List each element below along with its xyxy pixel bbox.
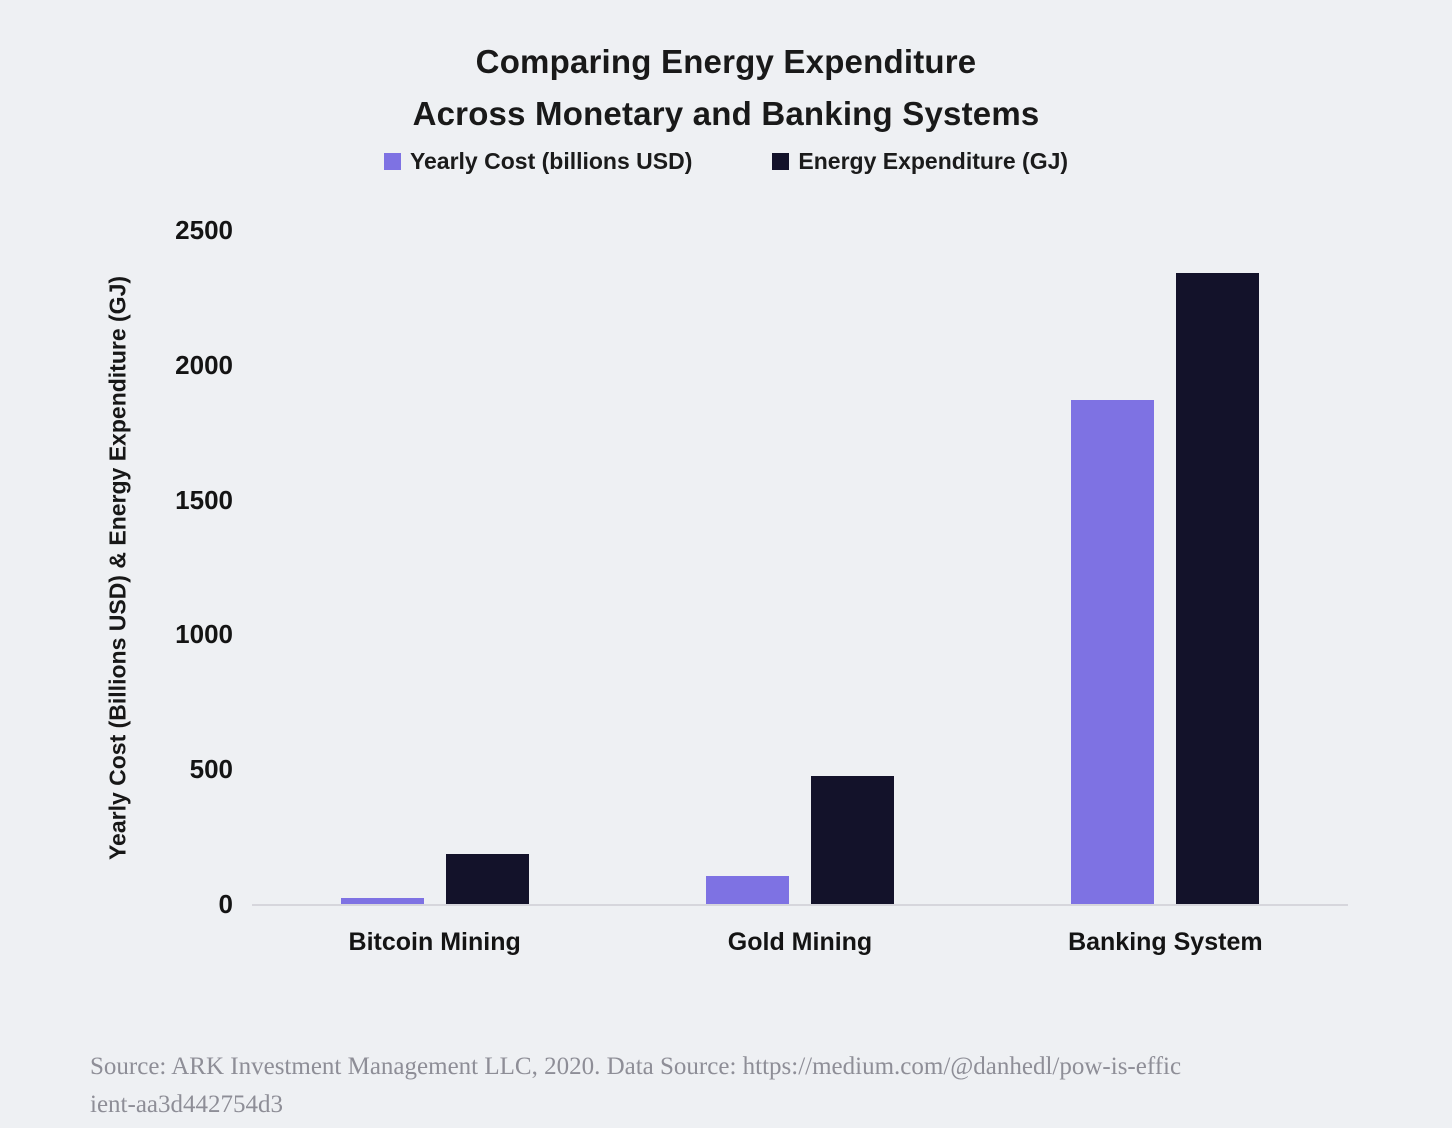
bar-bitcoin-mining-energy-expenditure (445, 854, 529, 904)
y-tick-label-500: 500 (189, 754, 233, 785)
legend-swatch-energy-expenditure-icon (772, 153, 790, 170)
bar-gold-mining-energy-expenditure (811, 775, 894, 904)
plot-area (252, 230, 1348, 906)
source-line-1: Source: ARK Investment Management LLC, 2… (90, 1053, 1182, 1080)
legend-swatch-yearly-cost-icon (383, 153, 401, 170)
y-tick-label-2500: 2500 (175, 215, 233, 245)
y-tick-label-0: 0 (218, 889, 233, 919)
y-axis-tick-labels: 0 500 1000 1500 2000 2500 (0, 215, 233, 919)
x-label-gold-mining: Gold Mining (727, 928, 873, 956)
y-tick-label-1500: 1500 (175, 484, 233, 515)
chart-title-line2: Across Monetary and Banking Systems (412, 95, 1040, 132)
chart-title: Comparing Energy Expenditure Across Mone… (0, 36, 1452, 140)
legend-label-yearly-cost: Yearly Cost (billions USD) (409, 148, 693, 174)
source-line-2: ient-aa3d442754d3 (90, 1091, 284, 1118)
legend-item-energy-expenditure: Energy Expenditure (GJ) (772, 148, 1068, 175)
bar-banking-system-yearly-cost (1071, 399, 1155, 904)
bar-bitcoin-mining-yearly-cost (340, 898, 424, 904)
y-tick-label-2000: 2000 (175, 349, 233, 380)
bar-gold-mining-yearly-cost (706, 875, 789, 904)
y-tick-label-1000: 1000 (175, 619, 233, 650)
chart-legend: Yearly Cost (billions USD) Energy Expend… (0, 148, 1452, 175)
x-label-bitcoin-mining: Bitcoin Mining (348, 928, 521, 956)
bar-banking-system-energy-expenditure (1176, 273, 1260, 904)
legend-label-energy-expenditure: Energy Expenditure (GJ) (798, 148, 1069, 174)
chart-title-line1: Comparing Energy Expenditure (475, 43, 977, 80)
source-attribution: Source: ARK Investment Management LLC, 2… (90, 1048, 1400, 1124)
x-label-banking-system: Banking System (1068, 928, 1263, 956)
x-axis-category-labels: Bitcoin Mining Gold Mining Banking System (252, 928, 1348, 962)
legend-item-yearly-cost: Yearly Cost (billions USD) (383, 148, 693, 175)
